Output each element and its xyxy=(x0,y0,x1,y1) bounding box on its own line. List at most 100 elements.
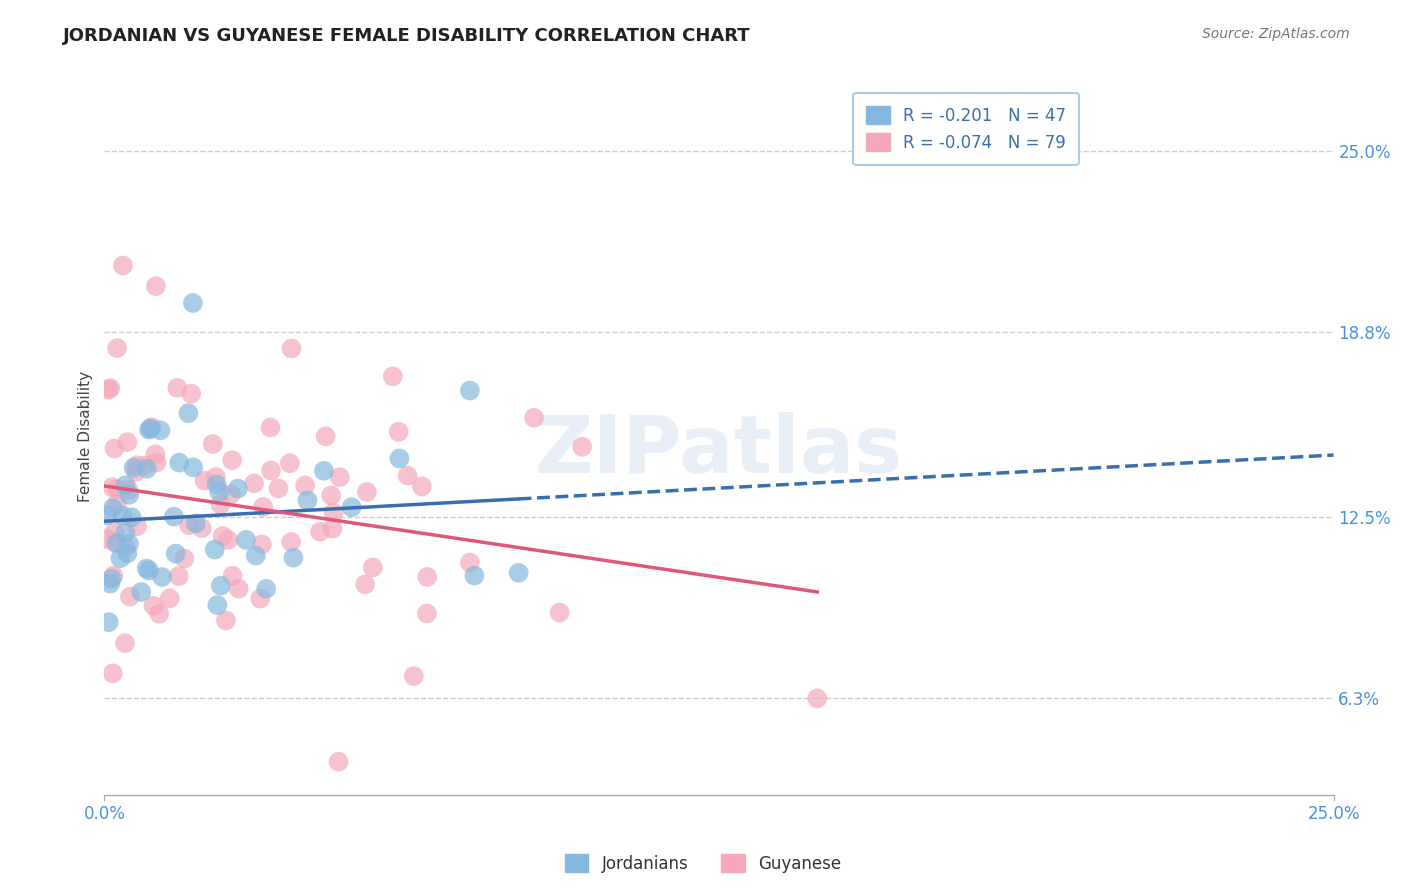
Point xyxy=(101,666,124,681)
Point xyxy=(221,568,243,582)
Point xyxy=(163,509,186,524)
Point xyxy=(322,506,344,520)
Point xyxy=(193,474,215,488)
Point xyxy=(179,518,201,533)
Point xyxy=(267,482,290,496)
Point xyxy=(104,535,127,549)
Point xyxy=(167,569,190,583)
Point xyxy=(111,508,134,523)
Point xyxy=(381,369,404,384)
Point xyxy=(177,406,200,420)
Point xyxy=(340,500,363,515)
Point xyxy=(226,482,249,496)
Point xyxy=(180,386,202,401)
Point xyxy=(105,497,128,511)
Point xyxy=(138,564,160,578)
Point xyxy=(205,470,228,484)
Text: Source: ZipAtlas.com: Source: ZipAtlas.com xyxy=(1202,27,1350,41)
Point xyxy=(110,551,132,566)
Point xyxy=(101,501,124,516)
Y-axis label: Female Disability: Female Disability xyxy=(79,371,93,502)
Point xyxy=(243,476,266,491)
Point xyxy=(103,568,125,582)
Point xyxy=(125,465,148,479)
Point xyxy=(125,519,148,533)
Point xyxy=(181,460,204,475)
Point xyxy=(297,493,319,508)
Point xyxy=(416,607,439,621)
Point xyxy=(458,384,481,398)
Point xyxy=(321,488,343,502)
Point xyxy=(250,537,273,551)
Point xyxy=(280,535,302,549)
Point xyxy=(118,537,141,551)
Text: JORDANIAN VS GUYANESE FEMALE DISABILITY CORRELATION CHART: JORDANIAN VS GUYANESE FEMALE DISABILITY … xyxy=(63,27,751,45)
Point xyxy=(396,468,419,483)
Text: ZIPatlas: ZIPatlas xyxy=(534,411,903,490)
Point xyxy=(141,420,163,434)
Point xyxy=(245,549,267,563)
Point xyxy=(221,453,243,467)
Point xyxy=(259,420,281,434)
Point xyxy=(315,429,337,443)
Point xyxy=(150,570,173,584)
Point xyxy=(254,582,277,596)
Point xyxy=(209,579,232,593)
Point xyxy=(228,582,250,596)
Point xyxy=(105,536,128,550)
Point xyxy=(114,636,136,650)
Point xyxy=(114,541,136,555)
Point xyxy=(388,425,411,439)
Legend: Jordanians, Guyanese: Jordanians, Guyanese xyxy=(558,847,848,880)
Point xyxy=(219,487,242,501)
Point xyxy=(205,477,228,491)
Point xyxy=(209,497,232,511)
Point xyxy=(571,440,593,454)
Point xyxy=(129,585,152,599)
Point xyxy=(98,576,121,591)
Point xyxy=(122,460,145,475)
Point xyxy=(278,456,301,470)
Point xyxy=(139,421,162,435)
Point xyxy=(458,556,481,570)
Point xyxy=(208,485,231,500)
Point xyxy=(134,458,156,473)
Point xyxy=(252,500,274,514)
Point xyxy=(138,423,160,437)
Point xyxy=(207,598,229,612)
Point xyxy=(328,755,350,769)
Point xyxy=(165,547,187,561)
Point xyxy=(215,614,238,628)
Point xyxy=(117,546,139,560)
Point xyxy=(125,458,148,473)
Point xyxy=(135,561,157,575)
Point xyxy=(309,524,332,539)
Point xyxy=(145,447,167,461)
Point xyxy=(159,591,181,606)
Point xyxy=(111,259,134,273)
Point xyxy=(260,464,283,478)
Point xyxy=(118,488,141,502)
Legend: R = -0.201   N = 47, R = -0.074   N = 79: R = -0.201 N = 47, R = -0.074 N = 79 xyxy=(853,93,1080,165)
Point xyxy=(173,551,195,566)
Point xyxy=(105,482,128,496)
Point xyxy=(101,480,124,494)
Point xyxy=(283,550,305,565)
Point xyxy=(191,521,214,535)
Point xyxy=(105,341,128,355)
Point xyxy=(280,342,302,356)
Point xyxy=(201,437,224,451)
Point xyxy=(204,542,226,557)
Point xyxy=(166,381,188,395)
Point xyxy=(104,524,127,539)
Point xyxy=(97,383,120,397)
Point xyxy=(361,560,384,574)
Point xyxy=(114,525,136,540)
Point xyxy=(294,478,316,492)
Point xyxy=(167,456,190,470)
Point xyxy=(249,591,271,606)
Point xyxy=(135,461,157,475)
Point xyxy=(117,435,139,450)
Point xyxy=(121,510,143,524)
Point xyxy=(329,470,352,484)
